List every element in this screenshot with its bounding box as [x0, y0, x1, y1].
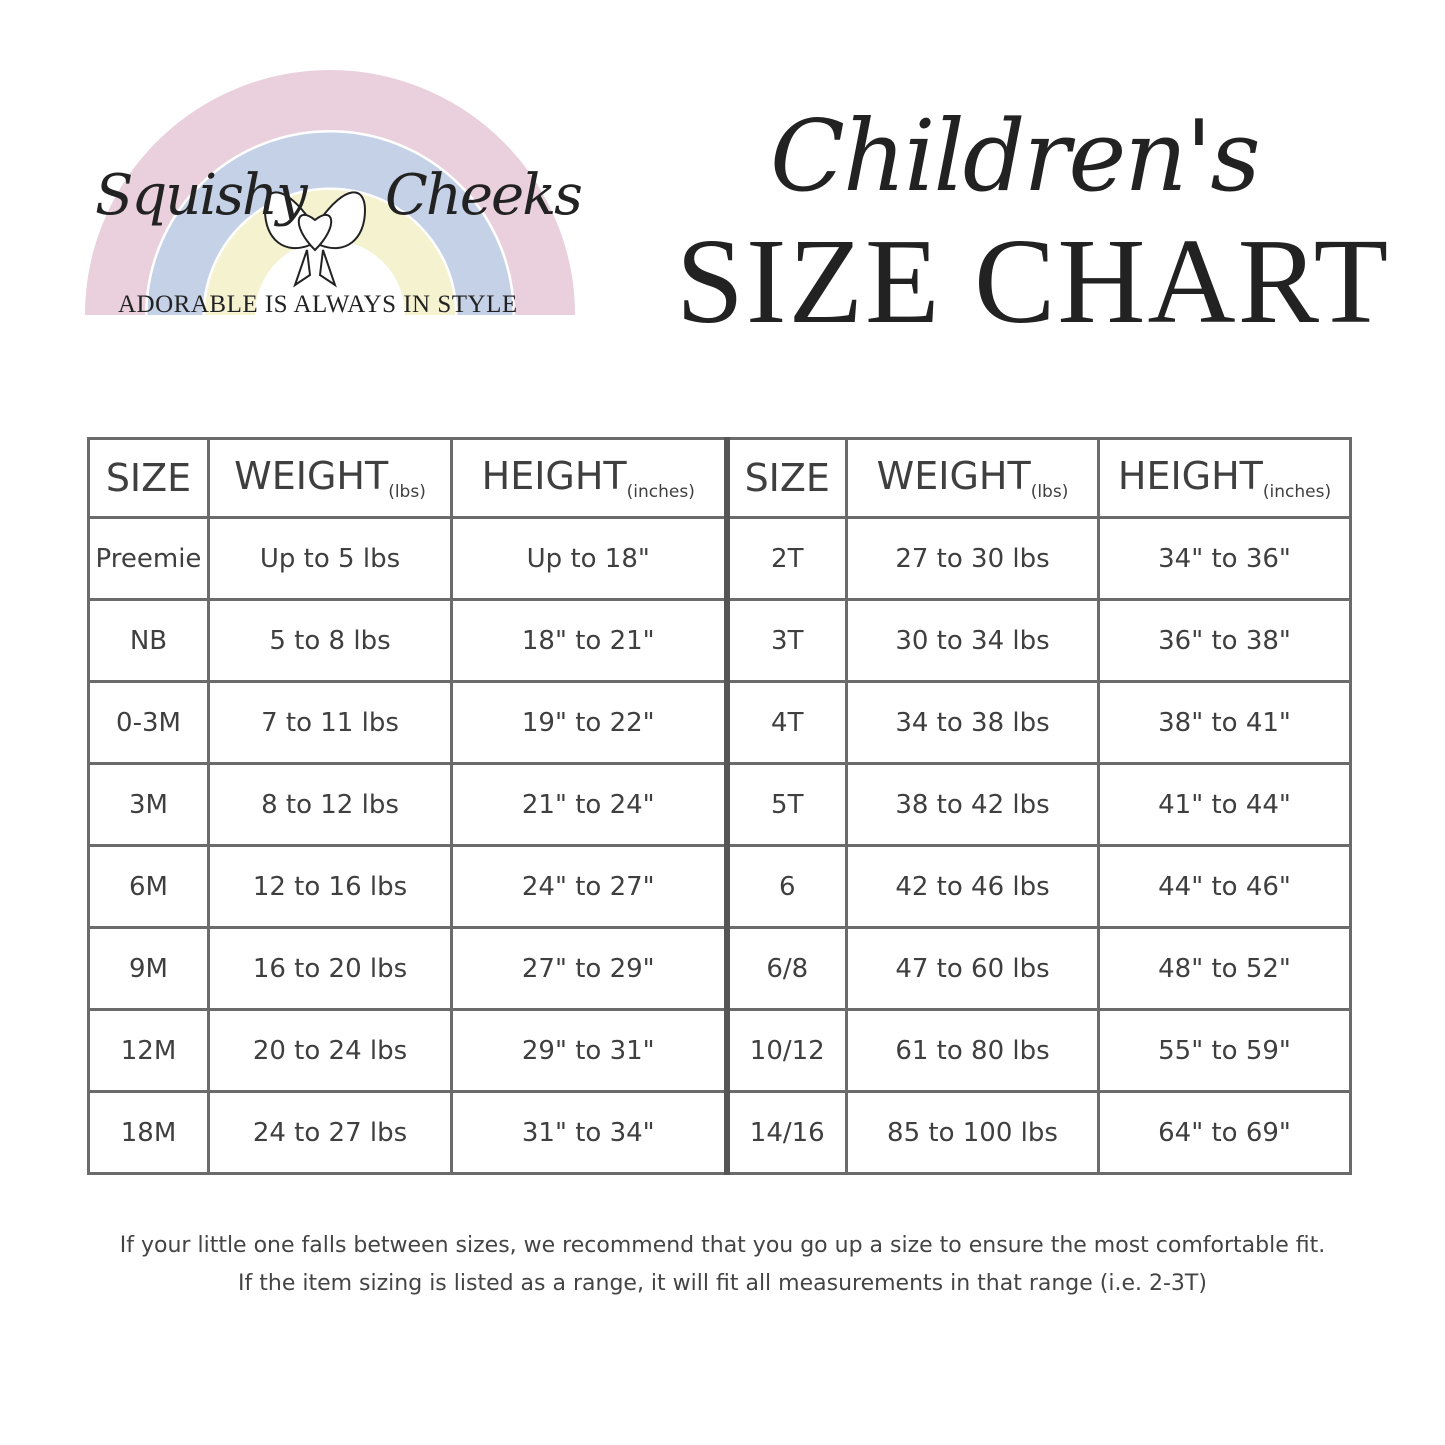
title-script: Children's [770, 100, 1261, 214]
column-header-size: SIZE [87, 437, 210, 519]
weight-cell: 47 to 60 lbs [845, 926, 1100, 1011]
height-cell: 29" to 31" [450, 1008, 728, 1093]
size-cell: 3M [87, 762, 210, 847]
height-cell: 41" to 44" [1097, 762, 1352, 847]
height-cell: 19" to 22" [450, 680, 728, 765]
weight-cell: 38 to 42 lbs [845, 762, 1100, 847]
column-header-height: HEIGHT(inches) [1097, 437, 1352, 519]
weight-cell: Up to 5 lbs [207, 516, 453, 601]
size-cell: 2T [723, 516, 848, 601]
size-cell: 12M [87, 1008, 210, 1093]
size-cell: Preemie [87, 516, 210, 601]
height-cell: 48" to 52" [1097, 926, 1352, 1011]
brand-logo: Squishy Cheeks ADORABLE IS ALWAYS IN STY… [85, 45, 583, 345]
size-cell: 10/12 [723, 1008, 848, 1093]
height-cell: 64" to 69" [1097, 1090, 1352, 1175]
bow-heart-icon [263, 191, 367, 288]
header-unit: (lbs) [1030, 482, 1069, 502]
weight-cell: 34 to 38 lbs [845, 680, 1100, 765]
size-cell: 6M [87, 844, 210, 929]
header-label: HEIGHT [481, 454, 627, 498]
weight-cell: 16 to 20 lbs [207, 926, 453, 1011]
height-cell: 34" to 36" [1097, 516, 1352, 601]
height-cell: 27" to 29" [450, 926, 728, 1011]
brand-tagline: ADORABLE IS ALWAYS IN STYLE [118, 291, 518, 318]
table-row: Preemie Up to 5 lbs Up to 18" 2T 27 to 30 lb… [87, 516, 1352, 601]
height-cell: 36" to 38" [1097, 598, 1352, 683]
size-cell: 14/16 [723, 1090, 848, 1175]
header-unit: (inches) [1262, 482, 1332, 502]
rainbow-icon [85, 70, 575, 316]
size-chart-table: SIZE WEIGHT(lbs) HEIGHT(inches) SIZE WEIGHT(… [87, 437, 1352, 1175]
size-cell: 6 [723, 844, 848, 929]
size-cell: 3T [723, 598, 848, 683]
page-title: SIZE CHART [676, 214, 1391, 349]
table-row: 18M 24 to 27 lbs 31" to 34" 14/16 85 to 100 … [87, 1090, 1352, 1175]
brand-name-left: Squishy [95, 163, 308, 228]
height-cell: 44" to 46" [1097, 844, 1352, 929]
table-row: 9M 16 to 20 lbs 27" to 29" 6/8 47 to 60 lbs 4… [87, 926, 1352, 1011]
header-label: HEIGHT [1117, 454, 1263, 498]
header-unit: (lbs) [388, 482, 426, 502]
weight-cell: 5 to 8 lbs [207, 598, 453, 683]
size-cell: 0-3M [87, 680, 210, 765]
footer-note-2: If the item sizing is listed as a range,… [238, 1271, 1207, 1296]
column-header-size: SIZE [723, 437, 848, 519]
size-cell: 4T [723, 680, 848, 765]
table-row: 0-3M 7 to 11 lbs 19" to 22" 4T 34 to 38 lbs 3… [87, 680, 1352, 765]
weight-cell: 27 to 30 lbs [845, 516, 1100, 601]
height-cell: 18" to 21" [450, 598, 728, 683]
weight-cell: 61 to 80 lbs [845, 1008, 1100, 1093]
table-row: 3M 8 to 12 lbs 21" to 24" 5T 38 to 42 lbs 41"… [87, 762, 1352, 847]
weight-cell: 8 to 12 lbs [207, 762, 453, 847]
brand-name-right: Cheeks [385, 163, 583, 228]
footer-note-1: If your little one falls between sizes, … [119, 1233, 1326, 1258]
table-row: 12M 20 to 24 lbs 29" to 31" 10/12 61 to 80 l… [87, 1008, 1352, 1093]
size-cell: NB [87, 598, 210, 683]
height-cell: 21" to 24" [450, 762, 728, 847]
height-cell: 55" to 59" [1097, 1008, 1352, 1093]
weight-cell: 30 to 34 lbs [845, 598, 1100, 683]
height-cell: 38" to 41" [1097, 680, 1352, 765]
table-row: NB 5 to 8 lbs 18" to 21" 3T 30 to 34 lbs 36" … [87, 598, 1352, 683]
header-label: WEIGHT [234, 454, 389, 498]
weight-cell: 42 to 46 lbs [845, 844, 1100, 929]
header-unit: (inches) [626, 482, 695, 502]
height-cell: 31" to 34" [450, 1090, 728, 1175]
column-header-weight: WEIGHT(lbs) [207, 437, 453, 519]
header-label: SIZE [105, 456, 192, 500]
weight-cell: 85 to 100 lbs [845, 1090, 1100, 1175]
header-label: WEIGHT [876, 454, 1031, 498]
weight-cell: 20 to 24 lbs [207, 1008, 453, 1093]
size-cell: 9M [87, 926, 210, 1011]
table-header-row: SIZE WEIGHT(lbs) HEIGHT(inches) SIZE WEIGHT(… [87, 437, 1352, 519]
weight-cell: 7 to 11 lbs [207, 680, 453, 765]
height-cell: Up to 18" [450, 516, 728, 601]
size-cell: 6/8 [723, 926, 848, 1011]
column-header-height: HEIGHT(inches) [450, 437, 728, 519]
weight-cell: 12 to 16 lbs [207, 844, 453, 929]
size-cell: 5T [723, 762, 848, 847]
weight-cell: 24 to 27 lbs [207, 1090, 453, 1175]
height-cell: 24" to 27" [450, 844, 728, 929]
table-row: 6M 12 to 16 lbs 24" to 27" 6 42 to 46 lbs 44"… [87, 844, 1352, 929]
header-label: SIZE [744, 456, 830, 500]
size-cell: 18M [87, 1090, 210, 1175]
column-header-weight: WEIGHT(lbs) [845, 437, 1100, 519]
